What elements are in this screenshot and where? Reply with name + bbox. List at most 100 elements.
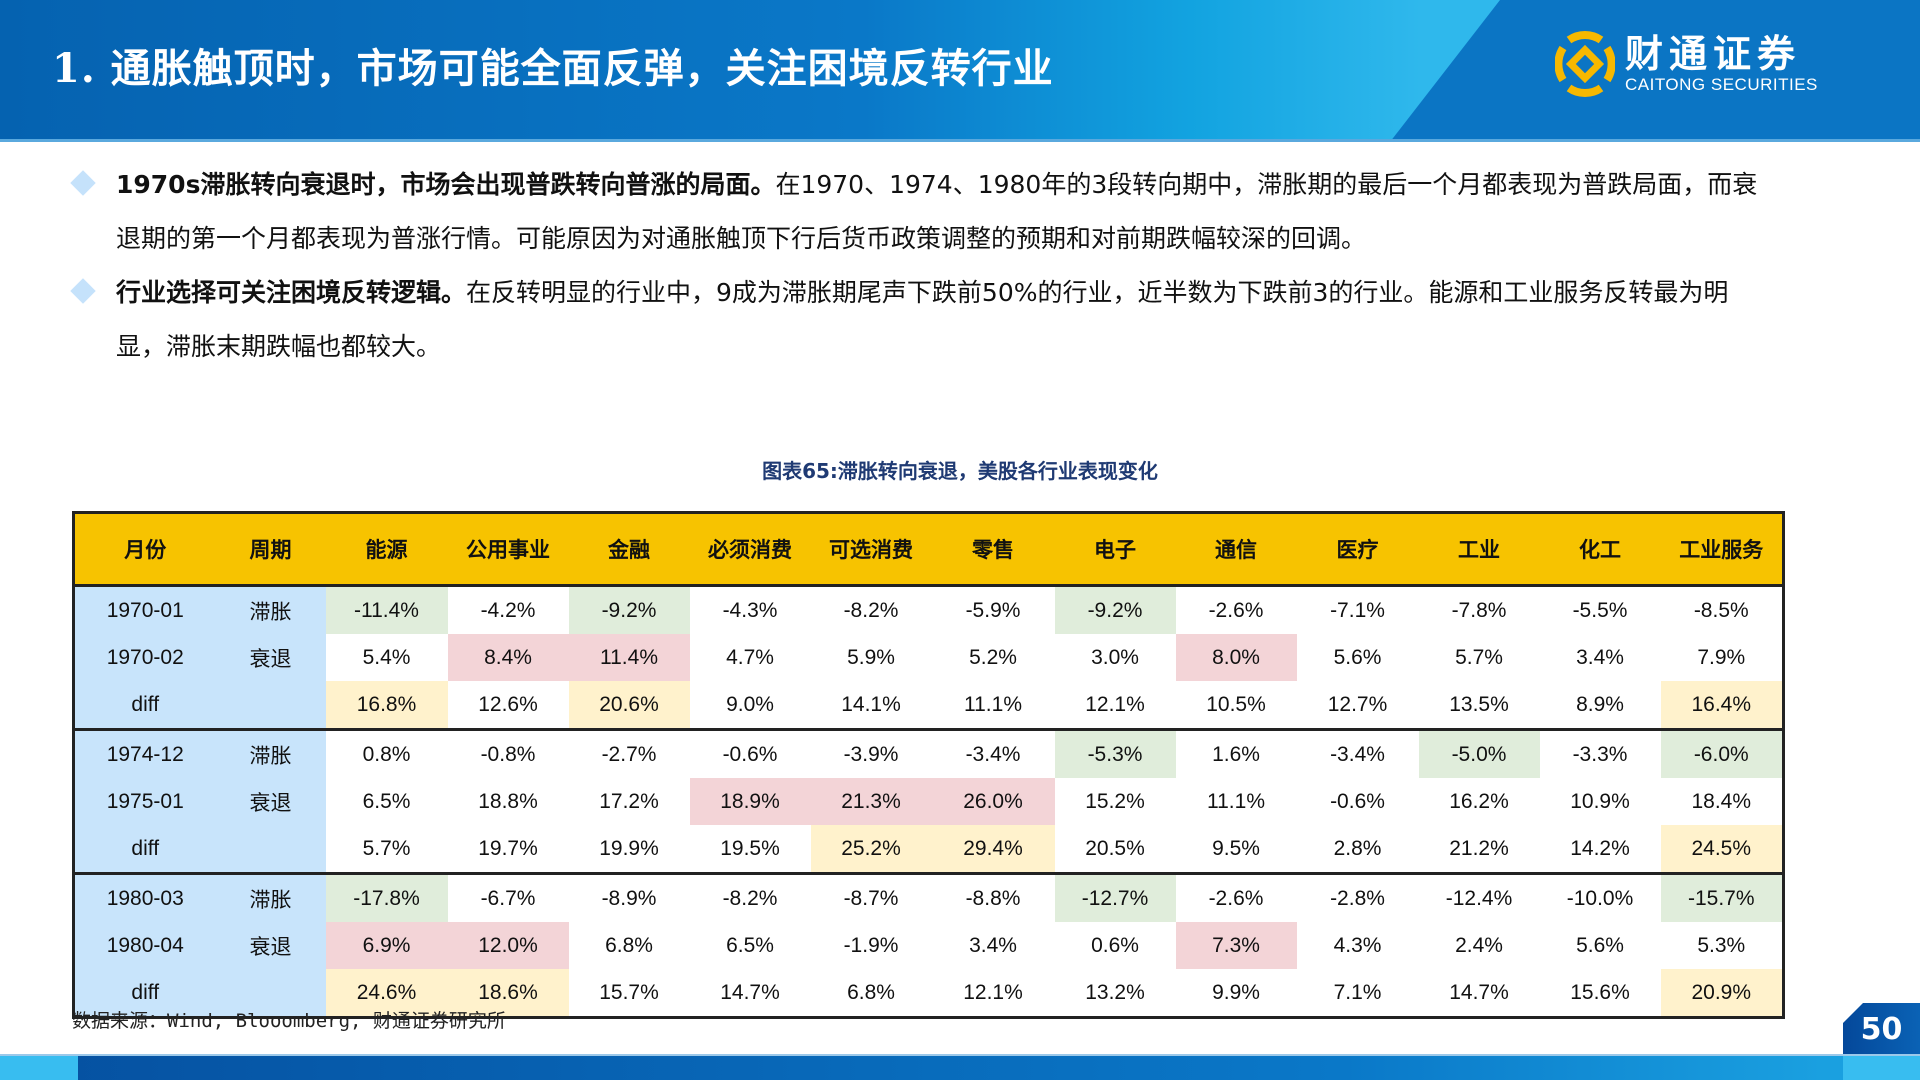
month-cell: 1970-02	[73, 634, 216, 681]
value-cell: 0.6%	[1091, 933, 1139, 957]
logo-english-name: CAITONG SECURITIES	[1625, 75, 1818, 94]
value-cell: -12.7%	[1054, 873, 1176, 922]
value-cell: -8.2%	[843, 598, 899, 622]
header-divider	[0, 139, 1920, 142]
value-cell: -8.7%	[843, 886, 899, 910]
cycle-cell: 滞胀	[215, 585, 326, 634]
value-cell: 16.8%	[325, 681, 448, 731]
value-cell: -4.3%	[722, 598, 778, 622]
month-cell: 1980-03	[73, 873, 216, 922]
value-cell: 3.0%	[1091, 645, 1139, 669]
page-number: 50	[1843, 1003, 1920, 1056]
value-cell: 5.6%	[1333, 645, 1382, 669]
value-cell: 3.4%	[969, 933, 1017, 957]
table-row: diff 5.7% 19.7% 19.9% 19.5% 25.2% 29.4% 20.5% 9.…	[73, 825, 1784, 875]
value-cell: 8.9%	[1539, 681, 1661, 731]
column-header: 通信	[1175, 512, 1297, 587]
value-cell: 12.6%	[447, 681, 569, 731]
value-cell: 10.9%	[1570, 789, 1630, 813]
value-cell: 24.6%	[325, 969, 448, 1019]
value-cell: -2.8%	[1330, 886, 1385, 910]
value-cell: -0.6%	[1330, 789, 1385, 813]
column-header: 工业服务	[1660, 512, 1784, 587]
value-cell: 16.2%	[1449, 789, 1509, 813]
value-cell: -7.1%	[1330, 598, 1385, 622]
value-cell: -15.7%	[1660, 873, 1784, 922]
value-cell: 14.7%	[689, 969, 811, 1019]
value-cell: 8.4%	[447, 634, 569, 681]
value-cell: 2.8%	[1296, 825, 1419, 875]
footer-divider	[0, 1054, 1920, 1056]
value-cell: 6.5%	[362, 789, 411, 813]
column-header: 电子	[1054, 512, 1176, 587]
month-cell: diff	[73, 681, 216, 731]
value-cell: -3.9%	[843, 742, 899, 766]
value-cell: 0.8%	[362, 742, 411, 766]
value-cell: 13.5%	[1418, 681, 1540, 731]
value-cell: 6.5%	[726, 933, 774, 957]
value-cell: 6.9%	[325, 922, 448, 969]
value-cell: -9.2%	[568, 585, 690, 634]
table-row: 1980-03 滞胀 -17.8% -6.7% -8.9% -8.2% -8.7% -8.8%…	[73, 873, 1784, 922]
value-cell: 5.7%	[325, 825, 448, 875]
value-cell: 24.5%	[1660, 825, 1784, 875]
value-cell: 5.9%	[847, 645, 895, 669]
value-cell: -1.9%	[843, 933, 899, 957]
column-header: 月份	[73, 512, 216, 587]
table-caption: 图表65:滞胀转向衰退，美股各行业表现变化	[762, 459, 1158, 483]
value-cell: -3.4%	[1330, 742, 1385, 766]
column-header: 可选消费	[810, 512, 932, 587]
header-band: 1. 通胀触顶时，市场可能全面反弹，关注困境反转行业 财通证券 CAITONG …	[0, 0, 1920, 142]
value-cell: -5.9%	[965, 598, 1021, 622]
value-cell: 19.5%	[689, 825, 811, 875]
column-header: 工业	[1418, 512, 1540, 587]
value-cell: -5.3%	[1054, 729, 1176, 778]
value-cell: -8.8%	[965, 886, 1021, 910]
value-cell: 12.7%	[1296, 681, 1419, 731]
value-cell: 11.4%	[568, 634, 690, 681]
month-cell: diff	[73, 825, 216, 875]
month-cell: 1974-12	[73, 729, 216, 778]
diamond-bullet-icon	[70, 278, 96, 304]
cycle-cell	[215, 969, 326, 1019]
value-cell: 2.4%	[1455, 933, 1503, 957]
value-cell: -0.6%	[722, 742, 778, 766]
table-row: 1970-02 衰退 5.4% 8.4% 11.4% 4.7% 5.9% 5.2% 3.0% 8.…	[73, 634, 1784, 681]
value-cell: 18.4%	[1691, 789, 1752, 813]
bullet-item: 行业选择可关注困境反转逻辑。在反转明显的行业中，9成为滞胀期尾声下跌前50%的行…	[70, 266, 1770, 374]
logo-chinese-name: 财通证券	[1625, 31, 1802, 76]
table-row: diff 16.8% 12.6% 20.6% 9.0% 14.1% 11.1% 12.1% 10…	[73, 681, 1784, 731]
cycle-cell	[215, 681, 326, 731]
value-cell: 7.3%	[1175, 922, 1297, 969]
value-cell: 11.1%	[1207, 789, 1265, 813]
bullet-heading: 1970s滞胀转向衰退时，市场会出现普跌转向普涨的局面。	[116, 170, 776, 199]
bullet-heading: 行业选择可关注困境反转逻辑。	[116, 278, 467, 307]
month-cell: 1980-04	[73, 922, 216, 969]
value-cell: -11.4%	[325, 585, 448, 634]
value-cell: 6.8%	[605, 933, 653, 957]
value-cell: 26.0%	[931, 778, 1055, 825]
page-title: 1. 通胀触顶时，市场可能全面反弹，关注困境反转行业	[52, 45, 1054, 92]
cycle-cell: 衰退	[215, 922, 326, 969]
header-logo-area	[1500, 0, 1920, 142]
column-header: 必须消费	[689, 512, 811, 587]
data-source-note: 数据来源：Wind, Blooomberg, 财通证券研究所	[72, 1010, 506, 1032]
value-cell: 14.7%	[1418, 969, 1540, 1019]
value-cell: -4.2%	[480, 598, 536, 622]
value-cell: -5.5%	[1572, 598, 1628, 622]
value-cell: 18.8%	[478, 789, 538, 813]
value-cell: 9.9%	[1175, 969, 1297, 1019]
value-cell: 11.1%	[931, 681, 1055, 731]
value-cell: 9.5%	[1175, 825, 1297, 875]
column-header: 周期	[215, 512, 326, 587]
value-cell: 5.3%	[1697, 933, 1746, 957]
value-cell: 18.6%	[447, 969, 569, 1019]
value-cell: -12.4%	[1445, 886, 1513, 910]
value-cell: 12.0%	[447, 922, 569, 969]
value-cell: 21.3%	[810, 778, 932, 825]
value-cell: 7.1%	[1296, 969, 1419, 1019]
value-cell: -3.3%	[1572, 742, 1628, 766]
month-cell: 1970-01	[73, 585, 216, 634]
table-body: 1970-01 滞胀 -11.4% -4.2% -9.2% -4.3% -8.2% -5.9%…	[73, 585, 1784, 1019]
column-header: 金融	[568, 512, 690, 587]
